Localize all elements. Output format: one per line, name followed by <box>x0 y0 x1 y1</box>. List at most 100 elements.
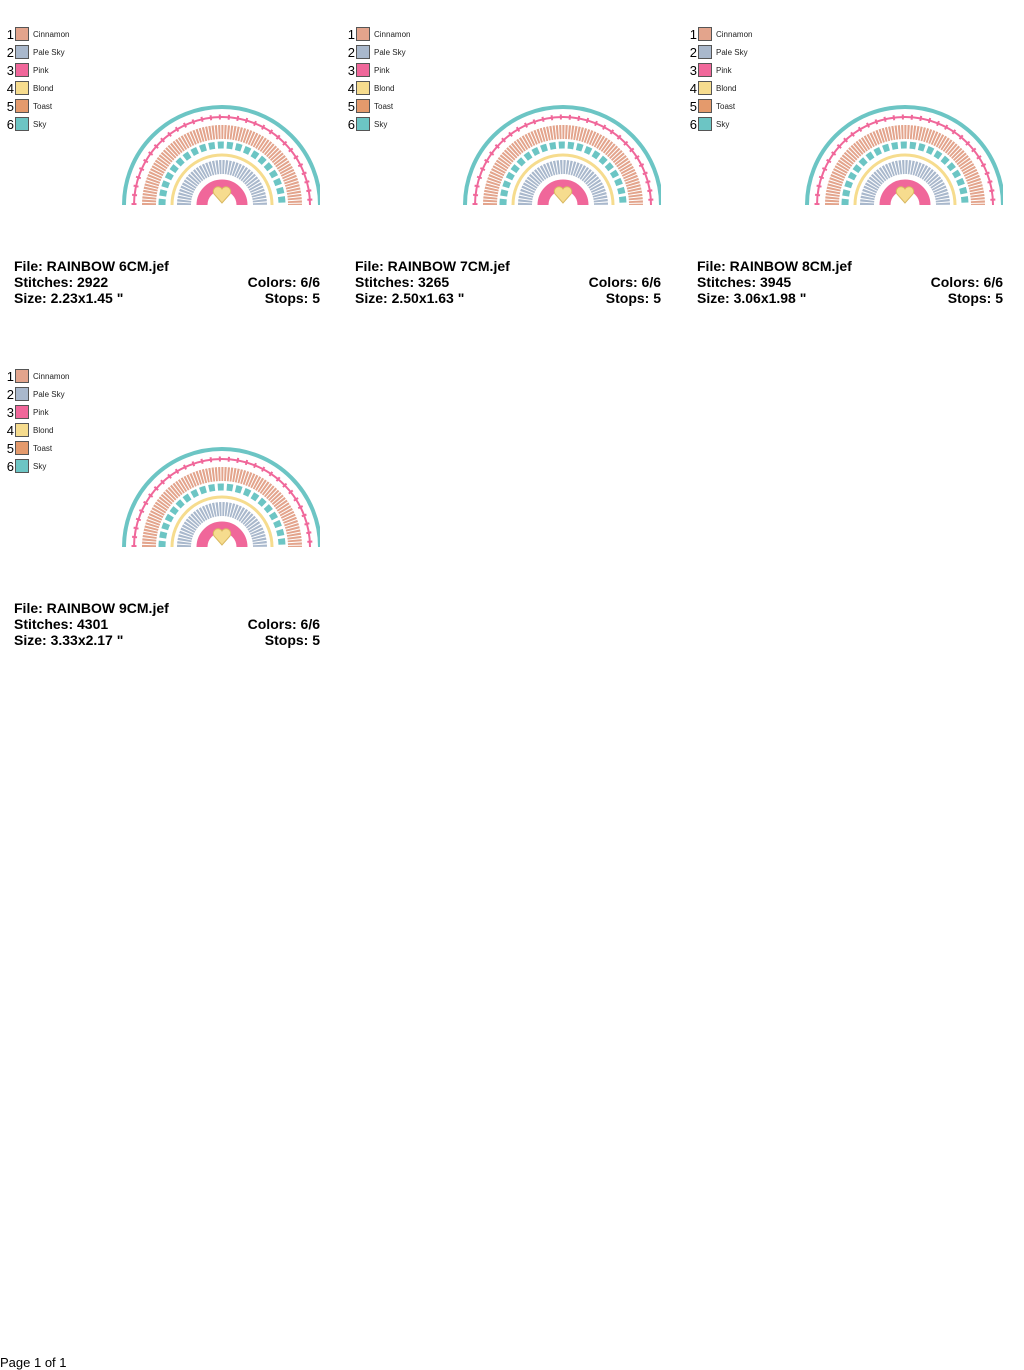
legend-row: 2 Pale Sky <box>347 44 406 60</box>
design-file: File: RAINBOW 9CM.jef <box>14 600 169 616</box>
color-swatch <box>15 441 29 455</box>
color-swatch <box>15 369 29 383</box>
color-name: Toast <box>716 101 736 111</box>
rainbow-arc <box>472 114 654 206</box>
color-name: Sky <box>374 119 388 129</box>
color-name: Pink <box>33 65 49 75</box>
rainbow-arc <box>142 125 302 206</box>
rainbow-arc <box>196 521 248 548</box>
color-swatch <box>698 45 712 59</box>
color-number: 5 <box>6 440 14 456</box>
design-file: File: RAINBOW 7CM.jef <box>355 258 510 274</box>
legend-row: 4 Blond <box>6 422 54 438</box>
legend-row: 4 Blond <box>347 80 395 96</box>
legend-row: 1 Cinnamon <box>689 26 753 42</box>
color-number: 6 <box>689 116 697 132</box>
legend-row: 4 Blond <box>6 80 54 96</box>
color-number: 3 <box>689 62 697 78</box>
color-name: Cinnamon <box>374 29 411 39</box>
rainbow-image <box>122 105 320 206</box>
color-name: Cinnamon <box>716 29 753 39</box>
design-size: Size: 3.33x2.17 " <box>14 632 124 648</box>
rainbow-arc <box>825 125 985 206</box>
legend-row: 5 Toast <box>6 98 53 114</box>
color-swatch <box>356 81 370 95</box>
color-swatch <box>698 117 712 131</box>
legend-row: 3 Pink <box>689 62 732 78</box>
legend-row: 2 Pale Sky <box>6 45 65 60</box>
design-size: Size: 2.23x1.45 " <box>14 290 124 306</box>
color-number: 1 <box>689 26 697 42</box>
color-name: Sky <box>716 119 730 129</box>
color-number: 6 <box>6 458 14 474</box>
color-name: Blond <box>33 425 54 435</box>
rainbow-arc <box>142 467 302 548</box>
legend-row: 3 Pink <box>6 63 49 78</box>
color-number: 4 <box>6 80 14 96</box>
color-number: 2 <box>689 44 697 60</box>
legend-row: 2 Pale Sky <box>6 386 65 402</box>
heart <box>553 186 573 204</box>
design-stitches: Stitches: 3265 <box>355 274 450 290</box>
design-size: Size: 2.50x1.63 " <box>355 290 465 306</box>
color-swatch <box>698 81 712 95</box>
color-number: 6 <box>347 116 355 132</box>
design-colors: Colors: 6/6 <box>247 616 320 632</box>
color-number: 3 <box>6 404 14 420</box>
color-swatch <box>356 45 370 59</box>
color-number: 1 <box>347 26 355 42</box>
rainbow-arc <box>537 179 589 206</box>
design: 1 Cinnamon 2 Pale Sky 3 Pink 4 Blond 5 Toast 6 Sky F… <box>0 362 320 662</box>
color-swatch <box>15 81 29 95</box>
legend-row: 6 Sky <box>6 458 47 474</box>
legend-row: 3 Pink <box>347 63 390 78</box>
rainbow-arc <box>122 105 320 206</box>
legend-row: 2 Pale Sky <box>689 44 748 60</box>
color-name: Pale Sky <box>716 47 748 57</box>
rainbow-arc <box>860 160 950 206</box>
color-name: Pink <box>716 65 732 75</box>
rainbow-arc <box>170 153 274 206</box>
legend-row: 6 Sky <box>689 116 730 132</box>
legend-row: 1 Cinnamon <box>347 26 411 42</box>
color-name: Cinnamon <box>33 29 70 39</box>
color-swatch <box>15 45 29 59</box>
design-stops: Stops: 5 <box>264 632 320 648</box>
color-swatch <box>356 27 370 41</box>
color-swatch <box>15 117 29 131</box>
design-size: Size: 3.06x1.98 " <box>697 290 807 306</box>
color-name: Pale Sky <box>33 389 65 399</box>
design-colors: Colors: 6/6 <box>247 274 320 290</box>
rainbow-arc <box>131 456 313 548</box>
color-swatch <box>15 63 29 77</box>
rainbow-image <box>463 105 661 206</box>
design-stitches: Stitches: 4301 <box>14 616 109 632</box>
rainbow-arc <box>841 141 969 206</box>
design-colors: Colors: 6/6 <box>588 274 661 290</box>
legend-row: 5 Toast <box>347 98 393 114</box>
rainbow-image <box>805 105 1003 206</box>
color-name: Sky <box>33 461 47 471</box>
rainbow-arc <box>483 125 643 206</box>
color-number: 4 <box>347 80 355 96</box>
legend-row: 1 Cinnamon <box>6 368 70 384</box>
color-number: 4 <box>6 422 14 438</box>
color-number: 2 <box>347 44 355 60</box>
design-stitches: Stitches: 2922 <box>14 274 109 290</box>
page-footer: Page 1 of 1 <box>0 1355 67 1370</box>
color-number: 1 <box>6 368 14 384</box>
design-stops: Stops: 5 <box>947 290 1003 306</box>
legend-row: 5 Toast <box>6 440 53 456</box>
color-name: Toast <box>33 443 53 453</box>
color-swatch <box>356 99 370 113</box>
color-name: Sky <box>33 119 47 129</box>
color-number: 5 <box>6 98 14 114</box>
color-number: 5 <box>347 98 355 114</box>
color-number: 2 <box>6 386 14 402</box>
color-swatch <box>15 99 29 113</box>
rainbow-arc <box>853 153 957 206</box>
rainbow-arc <box>879 179 931 206</box>
color-name: Toast <box>33 101 53 111</box>
color-name: Pink <box>374 65 390 75</box>
legend-row: 6 Sky <box>347 116 388 132</box>
